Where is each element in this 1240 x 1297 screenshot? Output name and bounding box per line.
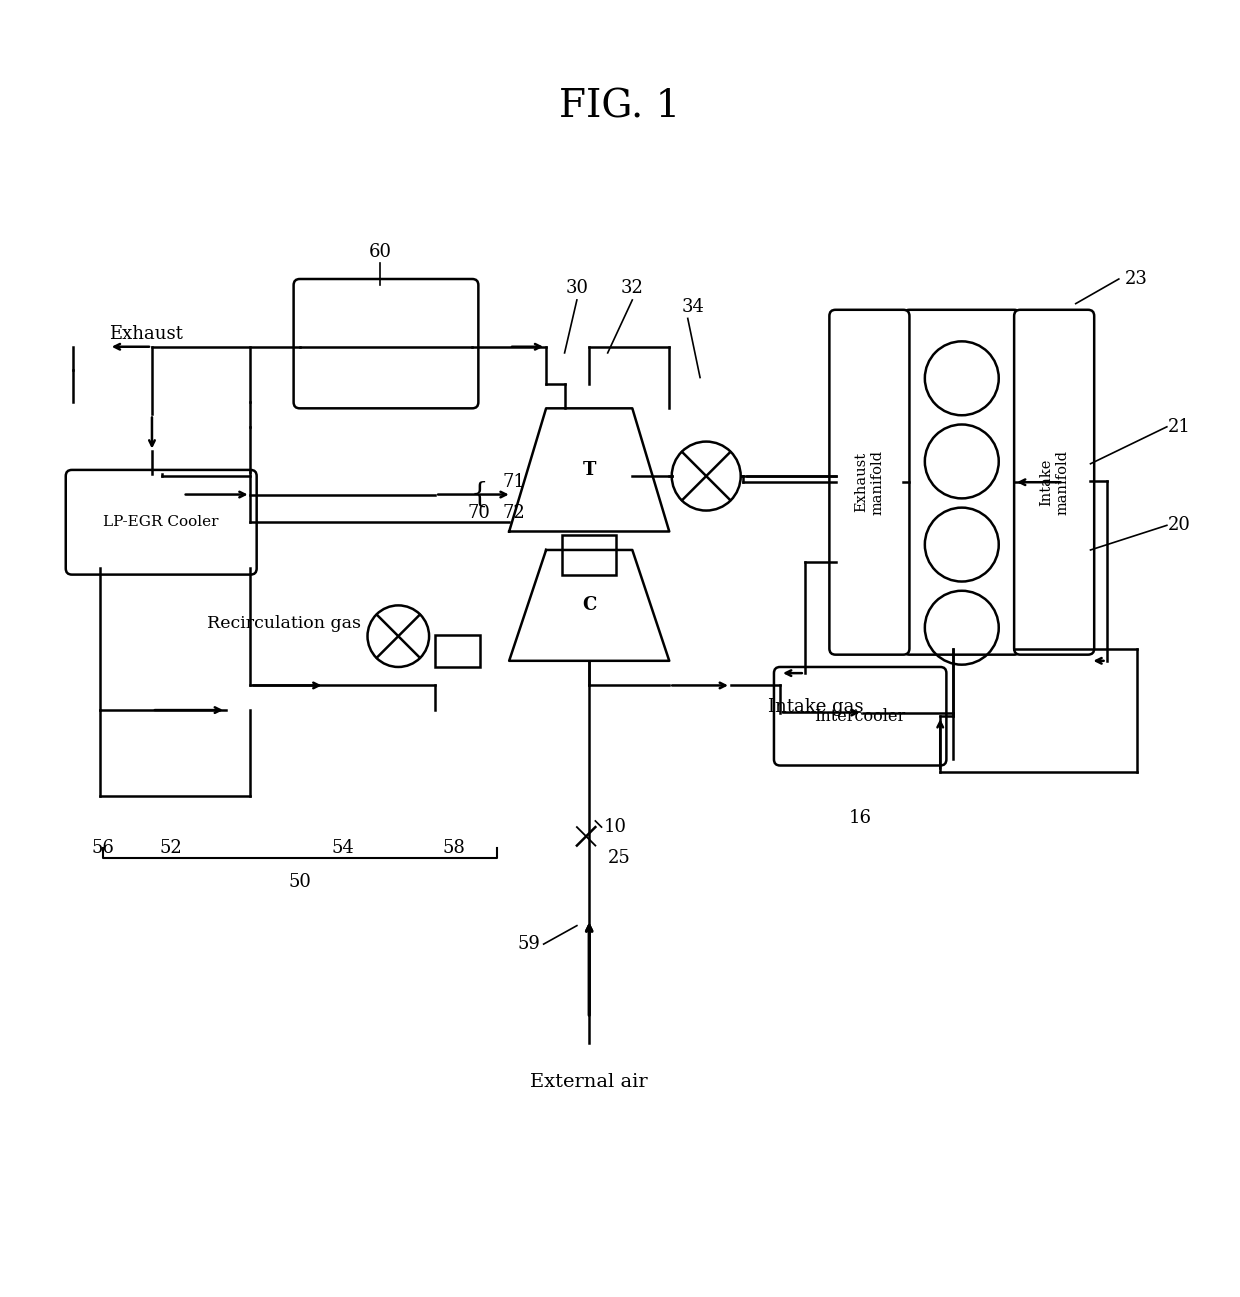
Text: 56: 56 [92,839,114,857]
Text: FIG. 1: FIG. 1 [559,88,681,125]
FancyBboxPatch shape [1014,310,1094,655]
Text: 25: 25 [608,848,630,866]
Text: 52: 52 [159,839,182,857]
Polygon shape [510,409,670,532]
Text: Intake
manifold: Intake manifold [1039,450,1069,515]
Text: 32: 32 [621,279,644,297]
Text: Recirculation gas: Recirculation gas [207,615,361,633]
Text: 16: 16 [848,808,872,826]
FancyBboxPatch shape [66,470,257,575]
FancyBboxPatch shape [903,310,1021,655]
Text: Intake gas: Intake gas [768,698,863,716]
Text: External air: External air [531,1074,649,1091]
Text: 59: 59 [517,935,539,953]
Text: T: T [583,460,596,479]
Text: 20: 20 [1168,516,1190,534]
Text: Exhaust: Exhaust [109,326,182,344]
Text: 71: 71 [503,473,526,492]
FancyBboxPatch shape [294,279,479,409]
FancyBboxPatch shape [830,310,909,655]
Bar [562,536,616,575]
Text: 72: 72 [503,505,526,521]
Text: 58: 58 [443,839,465,857]
Text: 30: 30 [565,279,589,297]
Text: 50: 50 [289,873,311,891]
Text: 60: 60 [368,243,392,261]
Text: 21: 21 [1168,418,1190,436]
Text: Exhaust
manifold: Exhaust manifold [854,450,884,515]
Polygon shape [510,550,670,660]
Text: 70: 70 [467,505,491,521]
Text: 10: 10 [604,818,627,837]
Text: 23: 23 [1125,270,1148,288]
Text: {: { [471,481,489,508]
Text: 34: 34 [682,298,704,316]
Bar [435,636,480,667]
Text: 54: 54 [331,839,355,857]
Text: Intercooler: Intercooler [815,708,905,725]
Text: LP-EGR Cooler: LP-EGR Cooler [103,515,219,529]
FancyBboxPatch shape [774,667,946,765]
Text: C: C [582,597,596,615]
